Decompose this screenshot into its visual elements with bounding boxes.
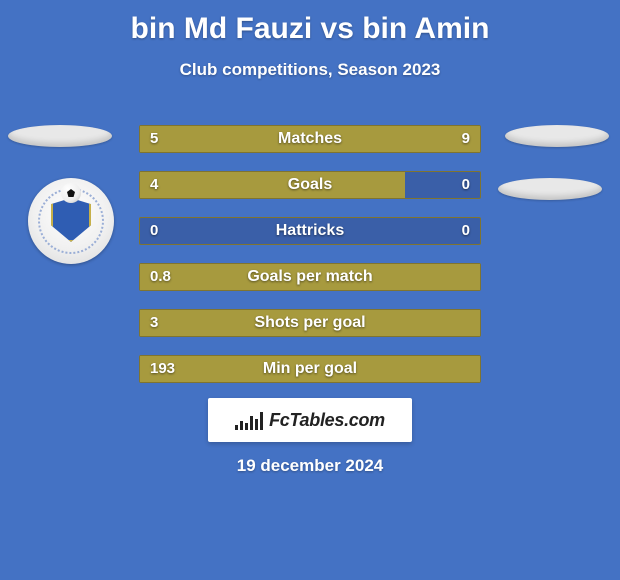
comparison-bars: Matches59Goals40Hattricks00Goals per mat…: [139, 125, 481, 401]
stat-value-left: 0: [150, 218, 158, 244]
stat-row: Min per goal193: [139, 355, 481, 383]
page-title: bin Md Fauzi vs bin Amin: [0, 0, 620, 46]
footer-date: 19 december 2024: [0, 456, 620, 476]
stat-row: Shots per goal3: [139, 309, 481, 337]
stat-label: Shots per goal: [140, 310, 480, 336]
stat-value-right: 0: [462, 218, 470, 244]
soccer-ball-icon: [61, 183, 81, 203]
stat-label: Matches: [140, 126, 480, 152]
stat-value-right: 9: [462, 126, 470, 152]
brand-bar: [240, 421, 243, 430]
stat-value-left: 193: [150, 356, 175, 382]
stat-label: Min per goal: [140, 356, 480, 382]
team-left-crest: [28, 178, 114, 264]
stat-value-right: 0: [462, 172, 470, 198]
brand-bar: [260, 412, 263, 430]
stat-value-left: 3: [150, 310, 158, 336]
stat-row: Goals per match0.8: [139, 263, 481, 291]
stat-row: Goals4 0: [139, 171, 481, 199]
brand-bar: [250, 416, 253, 430]
stat-value-left: 5: [150, 126, 158, 152]
player-left-logo-placeholder: [8, 125, 112, 147]
page-subtitle: Club competitions, Season 2023: [0, 60, 620, 80]
player-right-logo-placeholder: [505, 125, 609, 147]
stat-value-left: 0.8: [150, 264, 171, 290]
brand-bar: [255, 419, 258, 430]
stat-label: Goals: [140, 172, 480, 198]
brand-bar: [235, 425, 238, 430]
stat-row: Hattricks0 0: [139, 217, 481, 245]
stat-value-left: 4: [150, 172, 158, 198]
team-right-logo-placeholder: [498, 178, 602, 200]
bar-chart-icon: [235, 410, 263, 430]
stat-row: Matches5 9: [139, 125, 481, 153]
stat-label: Goals per match: [140, 264, 480, 290]
brand-bar: [245, 423, 248, 430]
stat-label: Hattricks: [140, 218, 480, 244]
brand-text: FcTables.com: [269, 410, 385, 431]
brand-badge: FcTables.com: [208, 398, 412, 442]
